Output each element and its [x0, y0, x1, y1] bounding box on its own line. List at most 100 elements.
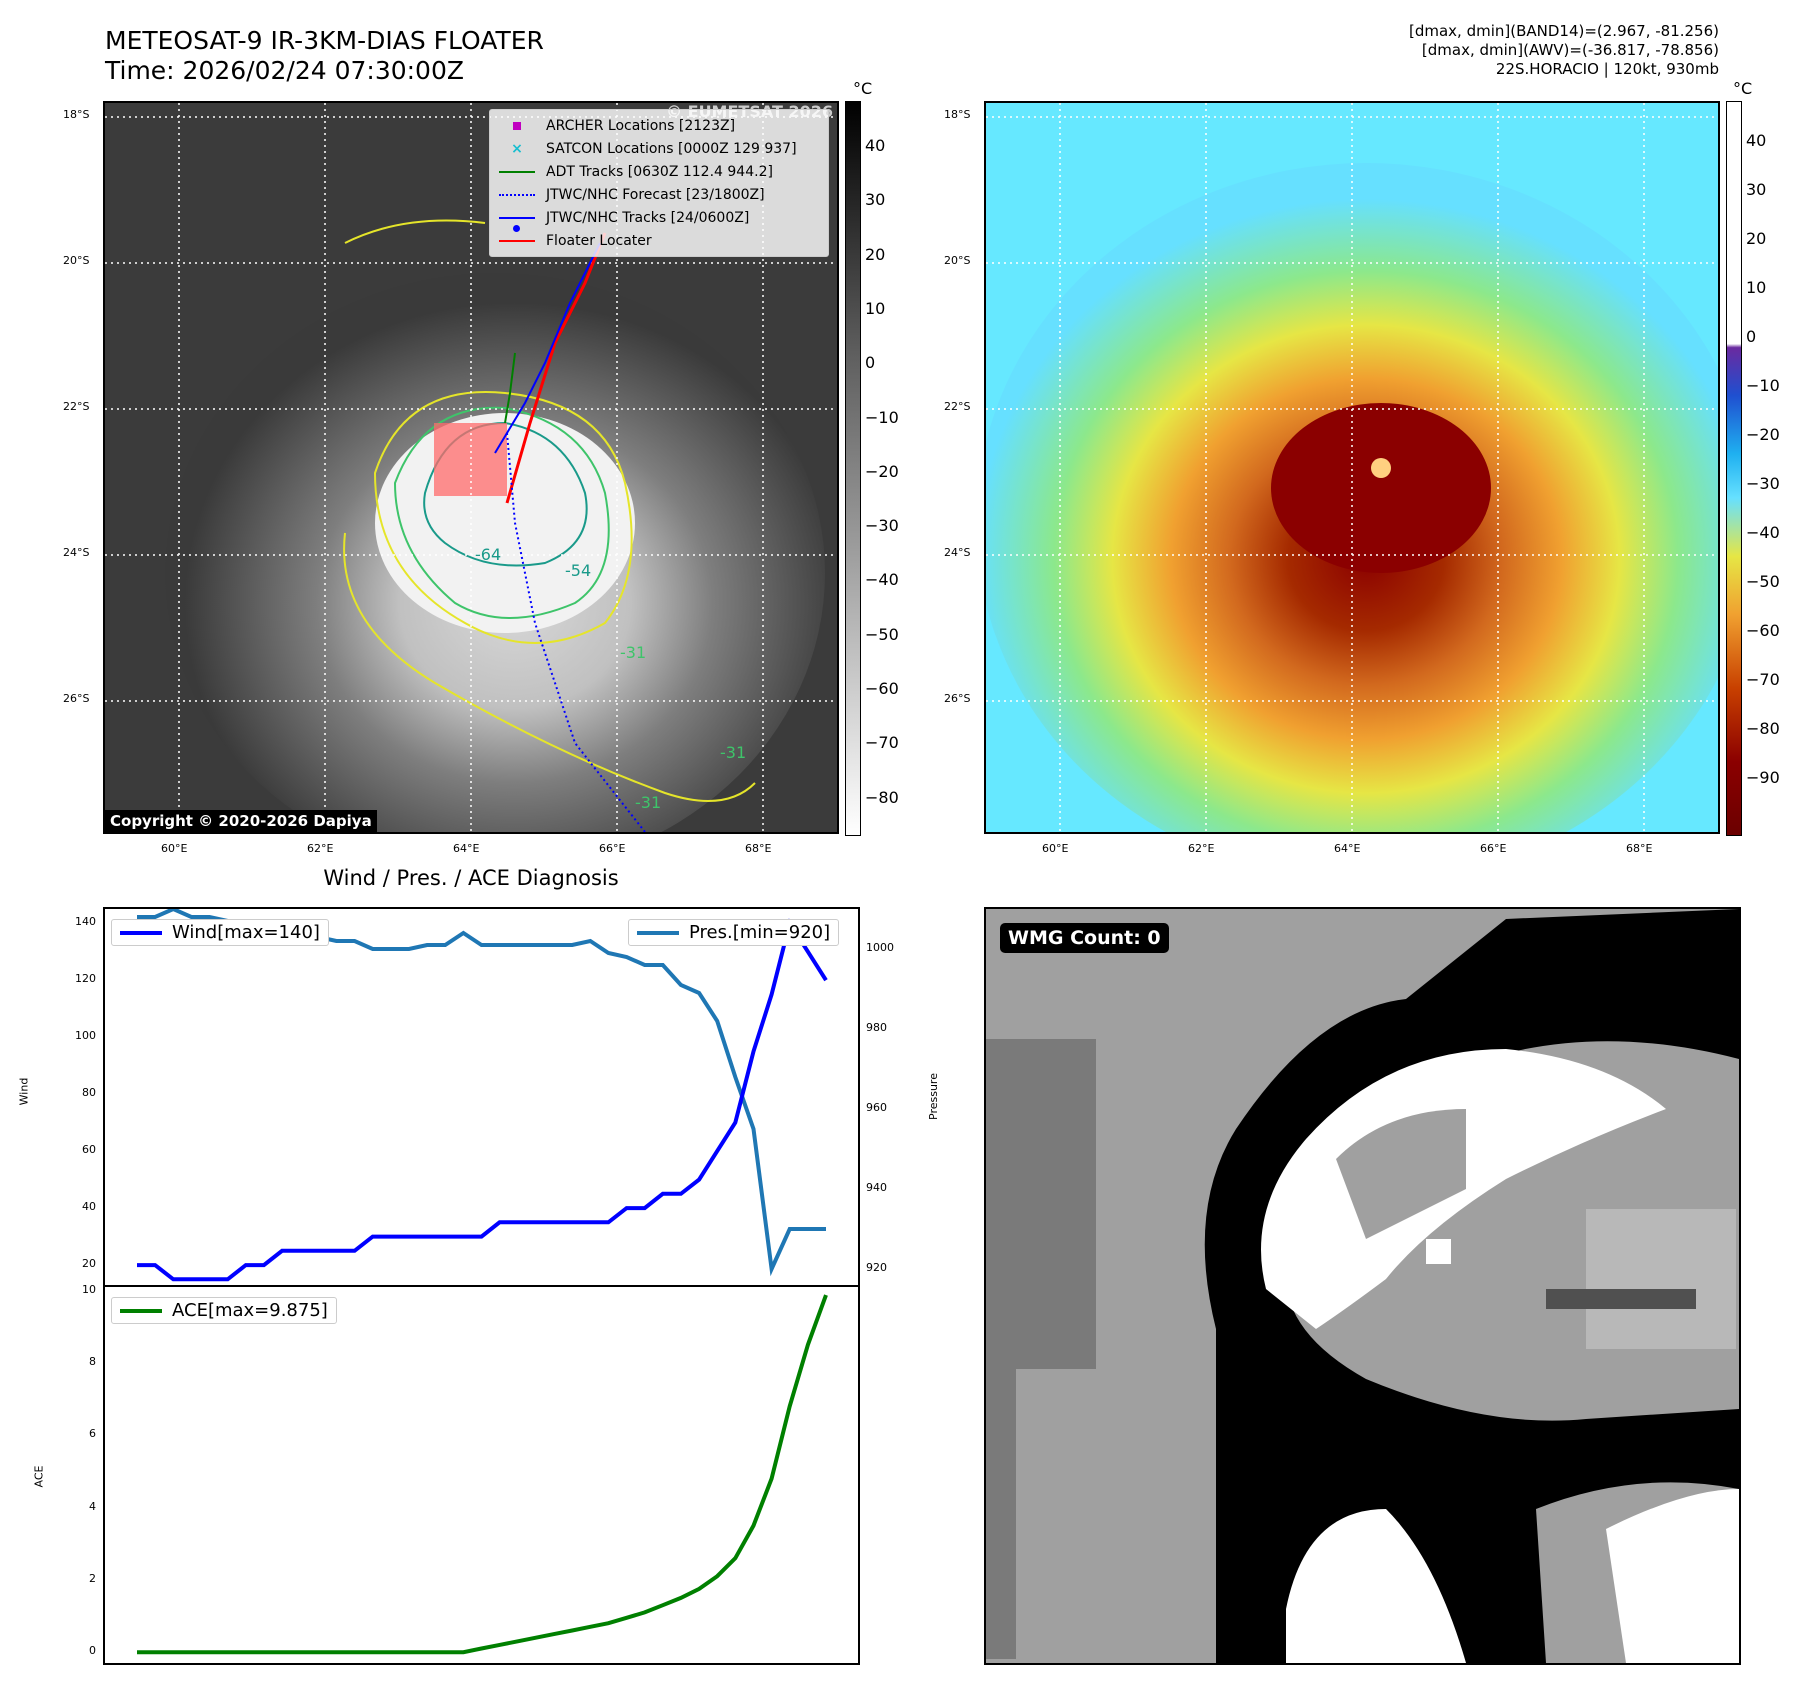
wmg-panel: WMG Count: 0	[984, 907, 1741, 1665]
ace-tick-label: 6	[89, 1427, 96, 1441]
lon-tick-label: 60°E	[1042, 842, 1069, 855]
contour-label-1: -64	[475, 545, 502, 564]
pressure-legend-label: Pres.[min=920]	[689, 922, 831, 943]
pressure-tick-label: 960	[866, 1101, 887, 1114]
legend-item-archer: ARCHER Locations [2123Z]	[498, 114, 820, 137]
legend-label: ARCHER Locations [2123Z]	[546, 117, 736, 134]
legend-label: ADT Tracks [0630Z 112.4 944.2]	[546, 163, 773, 180]
ir-colorbar-tick: −30	[865, 516, 899, 536]
pressure-legend: Pres.[min=920]	[628, 919, 840, 946]
ir-legend: ARCHER Locations [2123Z] × SATCON Locati…	[489, 109, 829, 257]
awv-colorbar	[1726, 101, 1742, 836]
wind-legend-line	[120, 930, 162, 935]
awv-colorbar-unit: °C	[1733, 79, 1753, 98]
wind-legend: Wind[max=140]	[111, 919, 329, 946]
tracks-line-icon	[498, 216, 536, 232]
ir-colorbar-tick: −70	[865, 733, 899, 753]
lat-tick-label: 24°S	[944, 546, 971, 559]
awv-colorbar-tick: 10	[1746, 278, 1767, 297]
storm-status: 22S.HORACIO | 120kt, 930mb	[1495, 60, 1719, 78]
ir-colorbar-unit: °C	[853, 79, 873, 98]
floater-line-icon	[498, 239, 536, 242]
title-line-1: METEOSAT-9 IR-3KM-DIAS FLOATER	[105, 26, 544, 55]
awv-image	[986, 103, 1718, 832]
legend-item-adt: ADT Tracks [0630Z 112.4 944.2]	[498, 160, 820, 183]
band14-range: [dmax, dmin](BAND14)=(2.967, -81.256)	[1408, 22, 1719, 40]
pressure-tick-label: 940	[866, 1181, 887, 1194]
legend-item-floater: Floater Locater	[498, 229, 820, 252]
awv-colorbar-tick: 40	[1746, 131, 1767, 150]
lon-tick-label: 64°E	[1334, 842, 1361, 855]
ir-colorbar-tick: −20	[865, 461, 899, 481]
ace-tick-label: 10	[82, 1282, 96, 1296]
wind-tick-label: 60	[82, 1143, 96, 1157]
wind-tick-label: 80	[82, 1086, 96, 1100]
copyright-label: Copyright © 2020-2026 Dapiya	[105, 810, 377, 832]
awv-colorbar-tick: −10	[1746, 376, 1780, 395]
pressure-axis-label: Pressure	[926, 1073, 940, 1120]
ir-colorbar-tick: −10	[865, 407, 899, 427]
ace-tick-label: 0	[89, 1644, 96, 1658]
awv-colorbar-tick: 20	[1746, 229, 1767, 248]
storm-info: [dmax, dmin](BAND14)=(2.967, -81.256) [d…	[1409, 22, 1719, 79]
legend-item-tracks: JTWC/NHC Tracks [24/0600Z]	[498, 206, 820, 232]
awv-colorbar-tick: −90	[1746, 768, 1780, 787]
lat-tick-label: 20°S	[944, 254, 971, 267]
lat-tick-label: 26°S	[63, 692, 90, 705]
ace-tick-label: 4	[89, 1499, 96, 1513]
ace-axis-label: ACE	[32, 1465, 46, 1488]
awv-colorbar-tick: 30	[1746, 180, 1767, 199]
lon-tick-label: 62°E	[1188, 842, 1215, 855]
wind-series-line	[137, 918, 828, 1282]
ir-colorbar-tick: −50	[865, 624, 899, 644]
awv-colorbar-tick: −80	[1746, 719, 1780, 738]
diagnosis-title: Wind / Pres. / ACE Diagnosis	[323, 866, 619, 890]
ir-colorbar-tick: 30	[865, 190, 886, 210]
lat-tick-label: 18°S	[63, 108, 90, 121]
ace-legend: ACE[max=9.875]	[111, 1297, 337, 1324]
awv-colorbar-tick: −50	[1746, 572, 1780, 591]
contour-label-5: -31	[635, 793, 662, 812]
ace-legend-line	[120, 1308, 162, 1313]
ir-colorbar-tick: −40	[865, 570, 899, 590]
wmg-image	[986, 909, 1739, 1663]
ace-series-line	[137, 1294, 828, 1655]
ir-colorbar-tick: 40	[865, 136, 886, 155]
satcon-marker-icon: ×	[511, 140, 523, 157]
wind-pressure-chart	[103, 907, 860, 1287]
ace-plot	[137, 1294, 828, 1655]
ir-colorbar-tick: −60	[865, 679, 899, 698]
lat-tick-label: 22°S	[944, 400, 971, 413]
lat-tick-label: 22°S	[63, 400, 90, 413]
awv-colorbar-tick: −60	[1746, 621, 1780, 640]
lon-tick-label: 64°E	[453, 842, 480, 855]
awv-colorbar-tick: 0	[1746, 327, 1757, 346]
legend-label: JTWC/NHC Forecast [23/1800Z]	[546, 186, 765, 203]
contour-label-3: -31	[620, 643, 647, 662]
ir-colorbar-tick: 20	[865, 244, 886, 264]
wind-pressure-plot	[137, 909, 828, 1282]
ace-tick-label: 8	[89, 1354, 96, 1368]
wind-axis-label: Wind	[17, 1077, 31, 1106]
forecast-line-icon	[498, 193, 536, 196]
awv-colorbar-tick: −30	[1746, 474, 1780, 493]
lon-tick-label: 66°E	[599, 842, 626, 855]
legend-label: Floater Locater	[546, 232, 652, 249]
pressure-tick-label: 920	[866, 1261, 887, 1274]
lat-tick-label: 20°S	[63, 254, 90, 267]
adt-line-icon	[498, 170, 536, 173]
legend-item-satcon: × SATCON Locations [0000Z 129 937]	[498, 137, 820, 160]
ir-colorbar-tick: −80	[865, 787, 899, 807]
lat-tick-label: 18°S	[944, 108, 971, 121]
lon-tick-label: 60°E	[161, 842, 188, 855]
wind-legend-label: Wind[max=140]	[172, 922, 320, 943]
awv-range: [dmax, dmin](AWV)=(-36.817, -78.856)	[1421, 41, 1719, 59]
lon-tick-label: 62°E	[307, 842, 334, 855]
wmg-count-badge: WMG Count: 0	[1000, 923, 1169, 953]
wind-tick-label: 120	[75, 972, 96, 986]
pressure-tick-label: 1000	[866, 941, 894, 954]
ace-chart	[103, 1285, 860, 1665]
lat-tick-label: 26°S	[944, 692, 971, 705]
ace-legend-label: ACE[max=9.875]	[172, 1300, 328, 1321]
title-line-2: Time: 2026/02/24 07:30:00Z	[105, 56, 464, 85]
